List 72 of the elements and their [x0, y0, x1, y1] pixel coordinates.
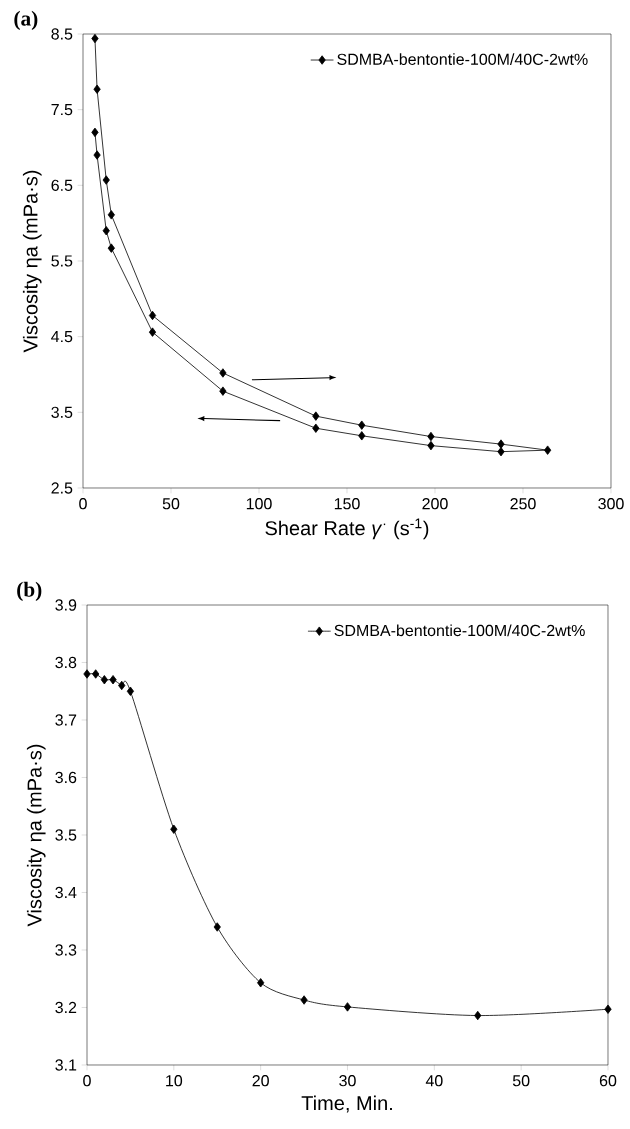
point — [126, 686, 135, 696]
x-tick-label: 40 — [425, 1075, 443, 1087]
point — [358, 431, 366, 441]
point — [358, 420, 366, 430]
x-tick-label: 300 — [598, 498, 624, 510]
chart-title: (b) — [17, 581, 42, 602]
point — [427, 440, 435, 451]
y-tick-label: 3.6 — [55, 771, 77, 784]
point — [93, 84, 101, 94]
y-tick-label: 3.2 — [55, 1001, 77, 1014]
point — [497, 447, 505, 457]
x-axis-title: Shear Rate γ$^{·}$ (s$^{-1}$) — [265, 518, 429, 540]
y-tick-label: 3.5 — [51, 406, 73, 418]
y-tick-label: 4.5 — [51, 331, 73, 343]
y-tick-label: 3.9 — [55, 599, 77, 611]
point — [148, 327, 157, 337]
point — [312, 423, 320, 433]
x-tick-label: 200 — [422, 498, 448, 510]
point — [427, 431, 435, 442]
point — [213, 922, 221, 932]
point — [107, 210, 115, 220]
x-tick-label: 150 — [334, 498, 360, 510]
y-tick-label: 3.8 — [55, 656, 77, 669]
point — [170, 824, 178, 834]
y-axis-title: Viscosity ηa (mPa·s) — [26, 744, 46, 927]
point — [257, 978, 265, 988]
point — [219, 386, 227, 396]
point — [312, 411, 320, 421]
x-tick-label: 50 — [162, 498, 180, 510]
y-tick-label: 3.3 — [55, 944, 77, 956]
point — [474, 1010, 482, 1021]
x-tick-label: 20 — [252, 1075, 269, 1087]
x-tick-label: 0 — [83, 1075, 91, 1087]
chart-title: (a) — [14, 10, 38, 31]
point — [102, 226, 110, 236]
point — [107, 243, 115, 253]
point — [102, 175, 110, 185]
legend-label: SDMBA-bentontie-100M/40C-2wt% — [337, 53, 588, 65]
point — [91, 33, 99, 44]
x-tick-label: 30 — [339, 1075, 356, 1087]
y-tick-label: 3.4 — [55, 886, 77, 899]
point — [219, 368, 227, 378]
y-tick-label: 3.7 — [55, 714, 77, 726]
x-tick-label: 10 — [166, 1075, 183, 1087]
y-tick-label: 3.5 — [55, 829, 77, 841]
y-tick-label: 2.5 — [51, 482, 73, 494]
y-tick-label: 6.5 — [51, 179, 73, 191]
point — [100, 675, 108, 685]
legend-label: SDMBA-bentontie-100M/40C-2wt% — [334, 624, 585, 637]
point — [544, 445, 552, 455]
point — [300, 995, 308, 1005]
y-tick-label: 5.5 — [51, 255, 73, 267]
point — [93, 150, 101, 160]
point — [604, 1004, 612, 1014]
x-tick-label: 60 — [599, 1075, 617, 1087]
y-tick-label: 3.1 — [55, 1059, 77, 1071]
point — [118, 680, 126, 691]
x-tick-label: 0 — [79, 498, 87, 510]
point — [109, 675, 117, 685]
point — [92, 669, 100, 679]
point — [497, 439, 505, 449]
point — [148, 310, 157, 321]
point — [83, 669, 91, 679]
x-tick-label: 100 — [246, 498, 272, 510]
y-tick-label: 7.5 — [51, 104, 73, 116]
x-tick-label: 250 — [510, 498, 536, 510]
y-tick-label: 8.5 — [51, 28, 73, 40]
x-axis-title: Time, Min. — [301, 1095, 392, 1113]
y-axis-title: Viscosity ηa (mPa·s) — [22, 170, 42, 353]
x-tick-label: 50 — [512, 1075, 530, 1087]
point — [91, 127, 99, 138]
point — [343, 1002, 352, 1012]
